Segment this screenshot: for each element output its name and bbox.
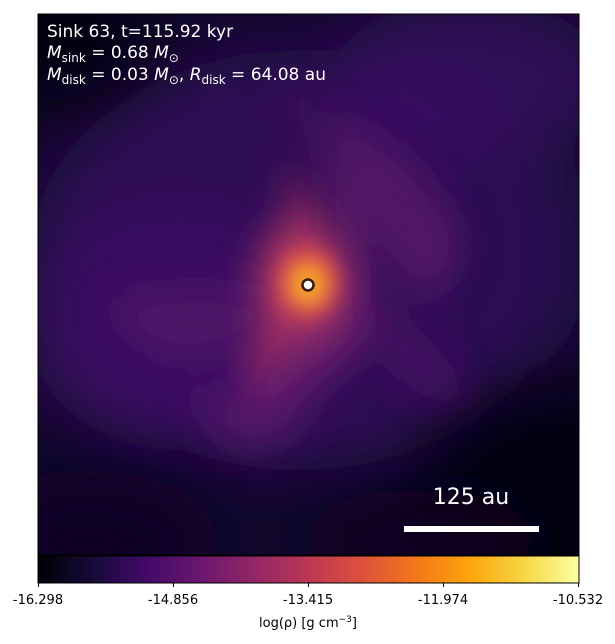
panel-annotation: Sink 63, t=115.92 kyr Msink = 0.68 M⊙ Md… [47,22,326,87]
colorbar-tick-label: -14.856 [148,593,198,608]
disk-properties-label: Mdisk = 0.03 M⊙, Rdisk = 64.08 au [47,65,326,87]
scale-bar-line [404,526,539,532]
colorbar: -16.298 -14.856 -13.415 -11.974 -10.532 … [13,555,603,631]
colorbar-tick-label: -13.415 [283,593,333,608]
colorbar-axis-label: log(ρ) [g cm−3] [259,615,357,631]
scale-bar: 125 au [404,485,539,532]
colorbar-gradient [37,555,580,584]
colorbar-tick-label: -11.974 [418,593,468,608]
sink-mass-label: Msink = 0.68 M⊙ [47,43,179,65]
sink-time-label: Sink 63, t=115.92 kyr [47,22,233,42]
colorbar-tick-label: -16.298 [13,593,63,608]
scale-bar-label: 125 au [433,485,509,510]
colorbar-tick-label: -10.532 [553,593,603,608]
sink-marker [301,278,315,292]
